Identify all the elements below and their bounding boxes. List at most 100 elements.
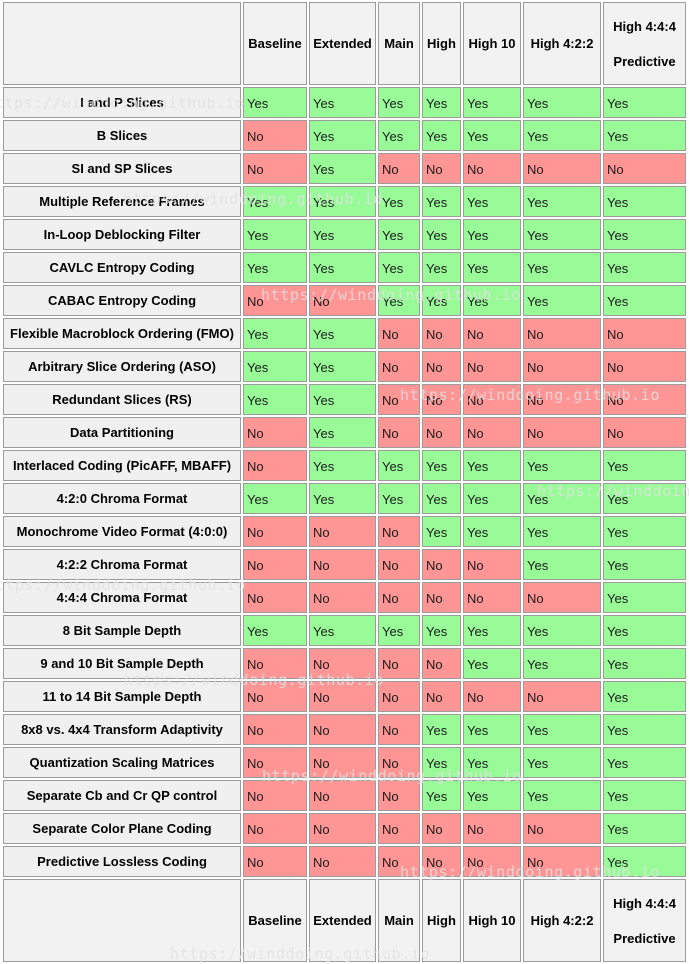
column-title: High 10 <box>468 36 516 51</box>
yes-cell: Yes <box>463 648 521 679</box>
no-cell: No <box>523 318 601 349</box>
yes-cell: Yes <box>463 615 521 646</box>
yes-cell: Yes <box>378 450 420 481</box>
yes-cell: Yes <box>523 615 601 646</box>
yes-cell: Yes <box>603 780 686 811</box>
table-row: 4:2:0 Chroma Format Yes Yes Yes Yes Yes Yes Yes <box>3 483 686 514</box>
no-cell: No <box>309 285 376 316</box>
feature-label: 4:2:2 Chroma Format <box>3 549 241 580</box>
table-row: Multiple Reference Frames Yes Yes Yes Yes Yes… <box>3 186 686 217</box>
yes-cell: Yes <box>309 615 376 646</box>
header-cell-col2: Main <box>378 2 420 85</box>
no-cell: No <box>523 351 601 382</box>
footer-corner-cell <box>3 879 241 962</box>
no-cell: No <box>523 384 601 415</box>
yes-cell: Yes <box>463 747 521 778</box>
yes-cell: Yes <box>378 120 420 151</box>
no-cell: No <box>243 846 307 877</box>
column-title: High 10 <box>468 913 516 928</box>
yes-cell: Yes <box>523 252 601 283</box>
yes-cell: Yes <box>422 780 461 811</box>
no-cell: No <box>309 780 376 811</box>
column-title: Extended <box>313 913 372 928</box>
header-corner-cell <box>3 2 241 85</box>
yes-cell: Yes <box>309 120 376 151</box>
no-cell: No <box>243 450 307 481</box>
feature-label: Predictive Lossless Coding <box>3 846 241 877</box>
yes-cell: Yes <box>603 450 686 481</box>
yes-cell: Yes <box>422 714 461 745</box>
yes-cell: Yes <box>603 681 686 712</box>
yes-cell: Yes <box>463 252 521 283</box>
no-cell: No <box>243 648 307 679</box>
yes-cell: Yes <box>309 87 376 118</box>
yes-cell: Yes <box>523 516 601 547</box>
yes-cell: Yes <box>422 615 461 646</box>
no-cell: No <box>378 417 420 448</box>
yes-cell: Yes <box>378 285 420 316</box>
no-cell: No <box>309 648 376 679</box>
no-cell: No <box>422 846 461 877</box>
table-row: Separate Cb and Cr QP control No No No Yes Ye… <box>3 780 686 811</box>
yes-cell: Yes <box>603 549 686 580</box>
no-cell: No <box>243 747 307 778</box>
yes-cell: Yes <box>243 384 307 415</box>
yes-cell: Yes <box>309 483 376 514</box>
column-title: Predictive <box>613 53 676 69</box>
feature-label: Quantization Scaling Matrices <box>3 747 241 778</box>
no-cell: No <box>243 516 307 547</box>
no-cell: No <box>309 813 376 844</box>
table-row: B Slices No Yes Yes Yes Yes Yes Yes <box>3 120 686 151</box>
yes-cell: Yes <box>422 252 461 283</box>
column-title: Main <box>384 36 414 51</box>
feature-label: I and P Slices <box>3 87 241 118</box>
feature-label: Multiple Reference Frames <box>3 186 241 217</box>
yes-cell: Yes <box>603 615 686 646</box>
table-row: 4:2:2 Chroma Format No No No No No Yes Yes <box>3 549 686 580</box>
footer-cell-col2: Main <box>378 879 420 962</box>
table-row: Flexible Macroblock Ordering (FMO) Yes Yes… <box>3 318 686 349</box>
no-cell: No <box>309 582 376 613</box>
feature-label: B Slices <box>3 120 241 151</box>
yes-cell: Yes <box>463 186 521 217</box>
no-cell: No <box>463 153 521 184</box>
yes-cell: Yes <box>463 714 521 745</box>
footer-row: Baseline Extended Main High High 10 High 4:2:… <box>3 879 686 962</box>
feature-label: CAVLC Entropy Coding <box>3 252 241 283</box>
yes-cell: Yes <box>523 285 601 316</box>
no-cell: No <box>243 153 307 184</box>
yes-cell: Yes <box>378 483 420 514</box>
no-cell: No <box>243 780 307 811</box>
yes-cell: Yes <box>243 615 307 646</box>
yes-cell: Yes <box>422 450 461 481</box>
yes-cell: Yes <box>603 483 686 514</box>
column-title: High 4:4:4 <box>613 18 676 34</box>
no-cell: No <box>422 318 461 349</box>
header-cell-col0: Baseline <box>243 2 307 85</box>
feature-label: Interlaced Coding (PicAFF, MBAFF) <box>3 450 241 481</box>
no-cell: No <box>309 846 376 877</box>
yes-cell: Yes <box>309 450 376 481</box>
table-row: Interlaced Coding (PicAFF, MBAFF) No Yes Ye… <box>3 450 686 481</box>
yes-cell: Yes <box>378 219 420 250</box>
feature-label: In-Loop Deblocking Filter <box>3 219 241 250</box>
header-cell-col5: High 4:2:2 <box>523 2 601 85</box>
footer-cell-col0: Baseline <box>243 879 307 962</box>
table-row: Monochrome Video Format (4:0:0) No No No Yes… <box>3 516 686 547</box>
yes-cell: Yes <box>243 186 307 217</box>
no-cell: No <box>463 549 521 580</box>
no-cell: No <box>603 153 686 184</box>
no-cell: No <box>378 351 420 382</box>
yes-cell: Yes <box>422 516 461 547</box>
yes-cell: Yes <box>422 120 461 151</box>
no-cell: No <box>523 681 601 712</box>
feature-label: Separate Cb and Cr QP control <box>3 780 241 811</box>
no-cell: No <box>463 681 521 712</box>
column-title: Baseline <box>248 913 302 928</box>
yes-cell: Yes <box>603 219 686 250</box>
yes-cell: Yes <box>309 219 376 250</box>
feature-label: 8 Bit Sample Depth <box>3 615 241 646</box>
yes-cell: Yes <box>309 186 376 217</box>
table-footer-row: Baseline Extended Main High High 10 High 4:2:… <box>3 879 686 962</box>
